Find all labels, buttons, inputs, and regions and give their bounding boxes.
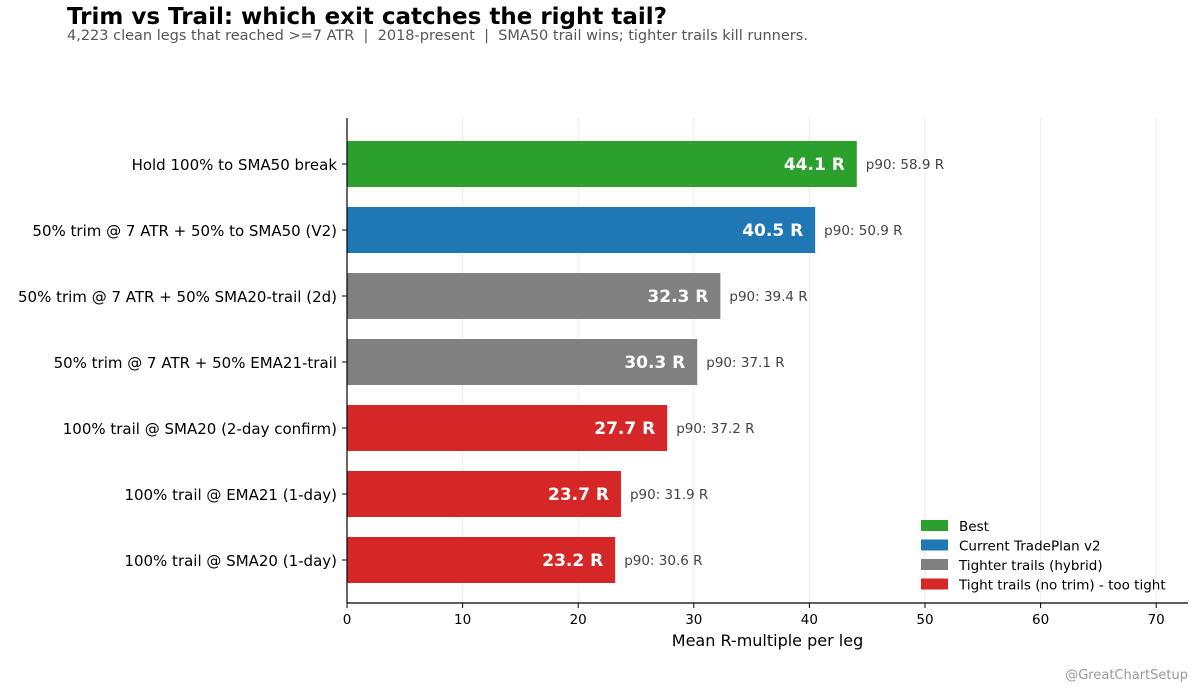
- p90-label: p90: 58.9 R: [866, 157, 944, 173]
- x-tick-label: 10: [454, 612, 471, 628]
- bar: [347, 273, 721, 319]
- x-tick-label: 60: [1032, 612, 1049, 628]
- x-tick-label: 20: [570, 612, 587, 628]
- legend-label: Tight trails (no trim) - too tight: [958, 578, 1166, 594]
- legend-swatch: [921, 539, 948, 551]
- y-tick-label: 100% trail @ SMA20 (2-day confirm): [63, 420, 337, 438]
- legend-swatch: [921, 559, 948, 570]
- y-tick-label: 100% trail @ SMA20 (1-day): [124, 552, 337, 570]
- legend-label: Best: [959, 519, 989, 535]
- x-tick-label: 40: [801, 612, 818, 628]
- y-tick-label: 50% trim @ 7 ATR + 50% to SMA50 (V2): [32, 222, 337, 240]
- legend-label: Tighter trails (hybrid): [958, 558, 1103, 574]
- legend-swatch: [921, 578, 948, 590]
- p90-label: p90: 30.6 R: [624, 553, 702, 569]
- watermark: @GreatChartSetup: [1065, 668, 1188, 683]
- p90-label: p90: 39.4 R: [729, 289, 807, 305]
- bar: [347, 141, 857, 187]
- y-tick-label: 50% trim @ 7 ATR + 50% EMA21-trail: [54, 354, 337, 372]
- bar-value-label: 27.7 R: [594, 419, 655, 439]
- p90-label: p90: 50.9 R: [824, 223, 902, 239]
- x-tick-label: 70: [1148, 612, 1165, 628]
- p90-label: p90: 37.1 R: [706, 355, 784, 371]
- bar-value-label: 40.5 R: [742, 221, 803, 241]
- bar: [347, 471, 621, 517]
- chart-subtitle: 4,223 clean legs that reached >=7 ATR | …: [67, 28, 808, 44]
- p90-label: p90: 31.9 R: [630, 487, 708, 503]
- chart-title: Trim vs Trail: which exit catches the ri…: [67, 4, 668, 30]
- y-tick-label: 100% trail @ EMA21 (1-day): [124, 486, 337, 504]
- bar: [347, 405, 668, 451]
- p90-label: p90: 37.2 R: [676, 421, 754, 437]
- bar-value-label: 32.3 R: [647, 287, 708, 307]
- legend-swatch: [921, 520, 948, 531]
- y-tick-label: 50% trim @ 7 ATR + 50% SMA20-trail (2d): [18, 288, 337, 306]
- bar-value-label: 44.1 R: [784, 155, 845, 175]
- x-tick-label: 0: [343, 612, 352, 628]
- bar-value-label: 30.3 R: [624, 353, 685, 373]
- bar: [347, 207, 816, 253]
- legend-label: Current TradePlan v2: [959, 539, 1101, 555]
- bar-value-label: 23.7 R: [548, 485, 609, 505]
- x-tick-label: 30: [685, 612, 702, 628]
- bar: [347, 537, 616, 583]
- bar: [347, 339, 698, 385]
- x-tick-label: 50: [916, 612, 933, 628]
- x-axis-label: Mean R-multiple per leg: [672, 631, 863, 650]
- y-tick-label: Hold 100% to SMA50 break: [132, 156, 338, 174]
- bar-value-label: 23.2 R: [542, 551, 603, 571]
